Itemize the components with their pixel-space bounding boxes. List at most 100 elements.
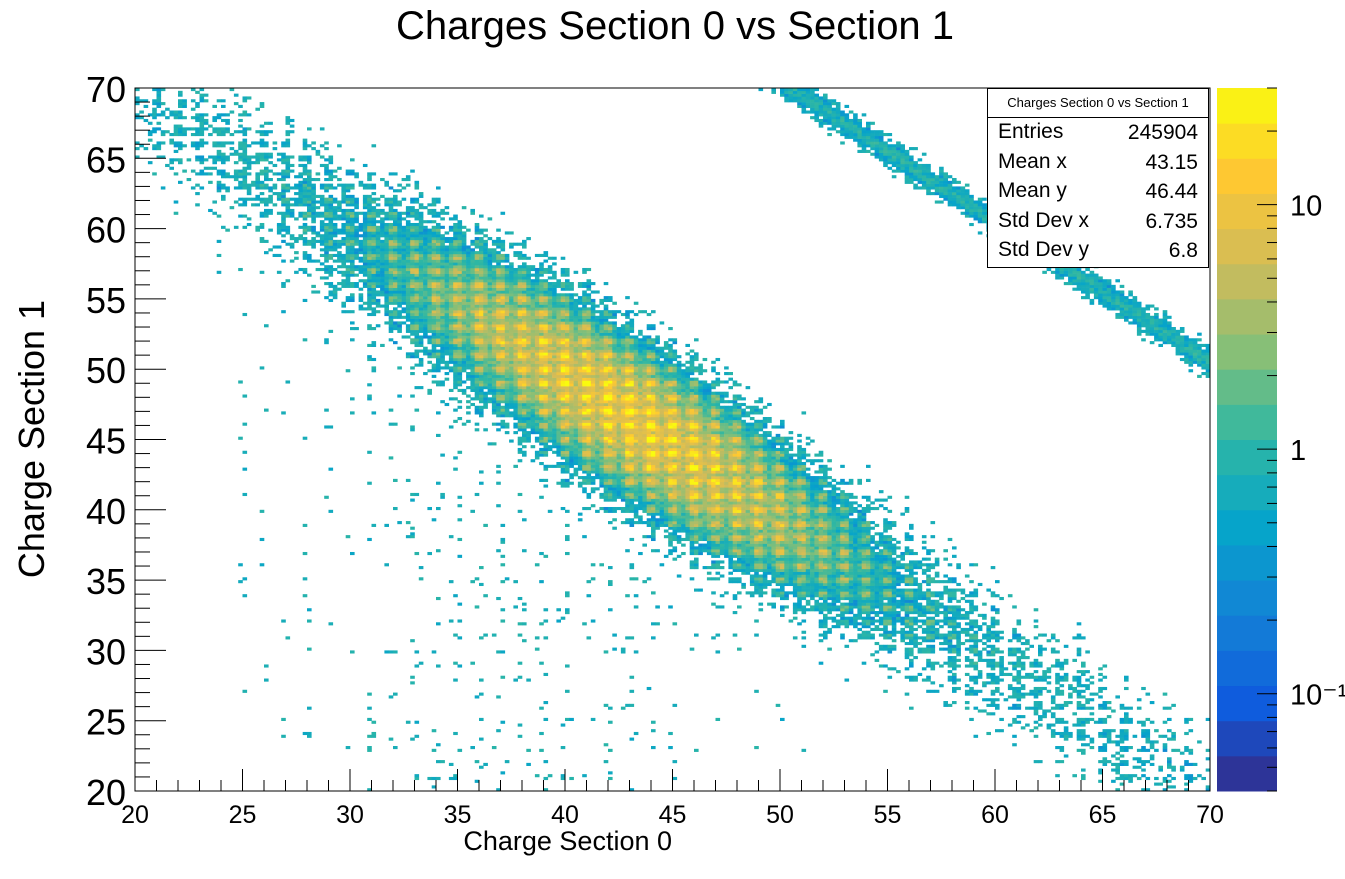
heatmap-cell bbox=[466, 287, 471, 291]
heatmap-cell bbox=[620, 464, 626, 468]
heatmap-cell bbox=[526, 408, 531, 412]
heatmap-cell bbox=[375, 251, 381, 255]
heatmap-cell bbox=[152, 99, 157, 103]
heatmap-cell bbox=[612, 397, 617, 401]
heatmap-cell bbox=[500, 346, 506, 350]
heatmap-cell bbox=[466, 301, 471, 305]
heatmap-cell bbox=[405, 237, 411, 241]
heatmap-cell bbox=[414, 774, 420, 778]
heatmap-cell bbox=[603, 341, 609, 345]
heatmap-cell bbox=[350, 259, 355, 263]
heatmap-cell bbox=[397, 298, 402, 303]
heatmap-cell bbox=[573, 338, 579, 342]
heatmap-cell bbox=[565, 355, 570, 359]
heatmap-cell bbox=[384, 203, 389, 207]
heatmap-cell bbox=[612, 433, 617, 437]
heatmap-cell bbox=[582, 374, 587, 378]
heatmap-cell bbox=[302, 141, 308, 145]
heatmap-cell bbox=[341, 242, 346, 246]
heatmap-cell bbox=[410, 270, 415, 274]
heatmap-cell bbox=[590, 439, 596, 443]
heatmap-cell bbox=[560, 402, 566, 407]
heatmap-cell bbox=[599, 495, 604, 499]
heatmap-cell bbox=[431, 307, 437, 311]
heatmap-cell bbox=[560, 411, 566, 415]
heatmap-cell bbox=[457, 664, 463, 668]
heatmap-cell bbox=[620, 419, 626, 423]
heatmap-cell bbox=[565, 433, 570, 437]
heatmap-cell bbox=[384, 245, 389, 249]
heatmap-cell bbox=[156, 113, 162, 117]
heatmap-cell bbox=[620, 490, 626, 494]
heatmap-cell bbox=[608, 352, 613, 356]
heatmap-cell bbox=[547, 310, 553, 314]
heatmap-cell bbox=[526, 296, 531, 300]
heatmap-cell bbox=[612, 419, 617, 423]
heatmap-cell bbox=[582, 470, 587, 474]
heatmap-cell bbox=[448, 535, 454, 539]
heatmap-cell bbox=[612, 490, 617, 494]
heatmap-cell bbox=[418, 343, 424, 348]
heatmap-cell bbox=[466, 284, 471, 288]
heatmap-cell bbox=[436, 214, 441, 218]
heatmap-cell bbox=[367, 298, 372, 303]
heatmap-cell bbox=[487, 380, 493, 384]
heatmap-cell bbox=[457, 307, 463, 311]
heatmap-cell bbox=[539, 394, 544, 398]
heatmap-cell bbox=[466, 352, 471, 356]
heatmap-cell bbox=[216, 186, 222, 190]
heatmap-cell bbox=[203, 113, 209, 117]
heatmap-cell bbox=[414, 312, 420, 317]
heatmap-cell bbox=[526, 349, 531, 353]
heatmap-cell bbox=[410, 352, 415, 356]
heatmap-cell bbox=[608, 464, 613, 468]
heatmap-cell bbox=[448, 355, 454, 359]
heatmap-cell bbox=[556, 425, 561, 429]
heatmap-cell bbox=[173, 211, 179, 215]
heatmap-cell bbox=[444, 332, 450, 336]
heatmap-cell bbox=[539, 433, 544, 437]
heatmap-cell bbox=[603, 487, 609, 491]
heatmap-cell bbox=[457, 400, 463, 404]
heatmap-cell bbox=[547, 349, 553, 353]
heatmap-cell bbox=[573, 470, 579, 474]
heatmap-cell bbox=[393, 506, 398, 511]
heatmap-cell bbox=[307, 155, 312, 159]
heatmap-cell bbox=[281, 282, 286, 286]
heatmap-cell bbox=[393, 248, 398, 252]
heatmap-cell bbox=[483, 594, 488, 598]
heatmap-cell bbox=[522, 282, 527, 286]
heatmap-cell bbox=[534, 332, 540, 336]
heatmap-cell bbox=[582, 453, 587, 457]
heatmap-cell bbox=[569, 400, 574, 404]
heatmap-cell bbox=[393, 242, 398, 246]
heatmap-cell bbox=[367, 262, 372, 266]
heatmap-cell bbox=[431, 355, 437, 359]
heatmap-cell bbox=[496, 287, 501, 291]
heatmap-cell bbox=[620, 417, 626, 421]
heatmap-cell bbox=[229, 141, 235, 145]
heatmap-cell bbox=[289, 203, 295, 207]
heatmap-cell bbox=[496, 422, 501, 426]
heatmap-cell bbox=[474, 327, 480, 331]
heatmap-cell bbox=[620, 355, 626, 359]
heatmap-cell bbox=[573, 270, 579, 274]
heatmap-cell bbox=[259, 155, 265, 159]
heatmap-cell bbox=[427, 279, 432, 283]
heatmap-cell bbox=[448, 321, 454, 325]
heatmap-cell bbox=[470, 324, 475, 328]
heatmap-cell bbox=[491, 312, 497, 317]
heatmap-cell bbox=[565, 445, 570, 449]
heatmap-cell bbox=[319, 200, 325, 204]
heatmap-cell bbox=[504, 338, 510, 342]
heatmap-cell bbox=[620, 352, 626, 356]
heatmap-cell bbox=[496, 366, 501, 370]
heatmap-cell bbox=[281, 144, 286, 148]
heatmap-cell bbox=[496, 428, 501, 432]
heatmap-cell bbox=[504, 276, 510, 280]
heatmap-cell bbox=[466, 394, 471, 398]
heatmap-cell bbox=[212, 116, 217, 120]
heatmap-cell bbox=[620, 650, 626, 654]
heatmap-cell bbox=[203, 158, 209, 162]
heatmap-cell bbox=[612, 478, 617, 482]
